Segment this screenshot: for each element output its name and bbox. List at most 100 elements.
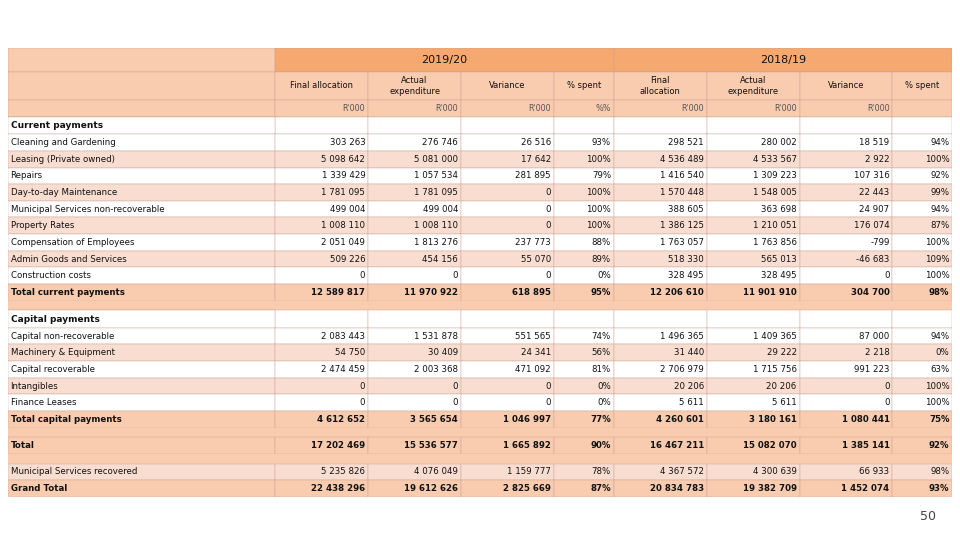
- Bar: [893, 377, 952, 394]
- Text: 1 008 110: 1 008 110: [414, 221, 458, 230]
- Text: 100%: 100%: [587, 205, 611, 214]
- Bar: [276, 167, 369, 184]
- Text: 29 222: 29 222: [767, 348, 797, 357]
- Text: 328 495: 328 495: [761, 271, 797, 280]
- Text: 0: 0: [545, 205, 551, 214]
- Bar: [8, 361, 276, 377]
- Text: 499 004: 499 004: [422, 205, 458, 214]
- Bar: [893, 184, 952, 201]
- Bar: [369, 100, 461, 117]
- Bar: [707, 134, 800, 151]
- Bar: [800, 100, 893, 117]
- Bar: [461, 151, 554, 167]
- Text: 79%: 79%: [592, 171, 611, 180]
- Bar: [893, 310, 952, 328]
- Text: 2 825 669: 2 825 669: [503, 484, 551, 493]
- Text: 95%: 95%: [590, 288, 611, 297]
- Bar: [707, 310, 800, 328]
- Bar: [276, 454, 369, 463]
- Text: Cleaning and Gardening: Cleaning and Gardening: [11, 138, 115, 147]
- Text: 87%: 87%: [590, 484, 611, 493]
- Text: 1 416 540: 1 416 540: [660, 171, 704, 180]
- Text: R'000: R'000: [343, 104, 366, 113]
- Text: 0: 0: [545, 382, 551, 390]
- Bar: [8, 310, 276, 328]
- Text: 0%: 0%: [597, 398, 611, 407]
- Bar: [276, 234, 369, 251]
- Text: 2 706 979: 2 706 979: [660, 365, 704, 374]
- Bar: [461, 411, 554, 428]
- Bar: [893, 428, 952, 437]
- Bar: [613, 301, 707, 310]
- Bar: [461, 134, 554, 151]
- Bar: [554, 428, 613, 437]
- Bar: [461, 454, 554, 463]
- Bar: [707, 377, 800, 394]
- Bar: [369, 328, 461, 345]
- Text: R'000: R'000: [774, 104, 797, 113]
- Bar: [613, 361, 707, 377]
- Text: 2 922: 2 922: [865, 154, 890, 164]
- Text: 1 385 141: 1 385 141: [842, 441, 890, 450]
- Text: Total current payments: Total current payments: [11, 288, 125, 297]
- Bar: [613, 345, 707, 361]
- Bar: [276, 480, 369, 497]
- Bar: [369, 151, 461, 167]
- Text: 20 206: 20 206: [766, 382, 797, 390]
- Text: 11 970 922: 11 970 922: [404, 288, 458, 297]
- Text: 471 092: 471 092: [516, 365, 551, 374]
- Bar: [800, 328, 893, 345]
- Bar: [461, 437, 554, 454]
- Bar: [800, 437, 893, 454]
- Text: 304 700: 304 700: [851, 288, 890, 297]
- Text: 0: 0: [884, 382, 890, 390]
- Text: 1 531 878: 1 531 878: [414, 332, 458, 341]
- Bar: [461, 345, 554, 361]
- Text: 4 300 639: 4 300 639: [753, 467, 797, 476]
- Bar: [554, 267, 613, 284]
- Bar: [613, 394, 707, 411]
- Text: 2 003 368: 2 003 368: [414, 365, 458, 374]
- Text: Capital non-recoverable: Capital non-recoverable: [11, 332, 114, 341]
- Text: 1 781 095: 1 781 095: [415, 188, 458, 197]
- Text: 26 516: 26 516: [521, 138, 551, 147]
- Bar: [554, 134, 613, 151]
- Bar: [369, 167, 461, 184]
- Text: 1 409 365: 1 409 365: [753, 332, 797, 341]
- Bar: [707, 328, 800, 345]
- Bar: [461, 184, 554, 201]
- Bar: [707, 394, 800, 411]
- Bar: [800, 480, 893, 497]
- Bar: [369, 201, 461, 218]
- Bar: [800, 251, 893, 267]
- Bar: [8, 184, 276, 201]
- Bar: [461, 201, 554, 218]
- Text: 1 386 125: 1 386 125: [660, 221, 704, 230]
- Text: 77%: 77%: [590, 415, 611, 424]
- Text: 1 715 756: 1 715 756: [753, 365, 797, 374]
- Text: -46 683: -46 683: [856, 254, 890, 264]
- Text: 4 260 601: 4 260 601: [656, 415, 704, 424]
- Bar: [8, 134, 276, 151]
- Bar: [613, 437, 707, 454]
- Bar: [554, 151, 613, 167]
- Text: 55 070: 55 070: [521, 254, 551, 264]
- Text: % spent: % spent: [905, 82, 940, 90]
- Bar: [554, 251, 613, 267]
- Text: 499 004: 499 004: [330, 205, 366, 214]
- Text: 100%: 100%: [587, 221, 611, 230]
- Bar: [707, 201, 800, 218]
- Text: R'000: R'000: [867, 104, 890, 113]
- Bar: [276, 411, 369, 428]
- Text: Day-to-day Maintenance: Day-to-day Maintenance: [11, 188, 117, 197]
- Bar: [554, 437, 613, 454]
- Bar: [461, 377, 554, 394]
- Bar: [800, 117, 893, 134]
- Bar: [893, 394, 952, 411]
- Text: R'000: R'000: [528, 104, 551, 113]
- Text: 388 605: 388 605: [668, 205, 704, 214]
- Bar: [893, 284, 952, 301]
- Text: Budget And Expenditure Per Economic Classification: Budget And Expenditure Per Economic Clas…: [8, 15, 564, 34]
- Text: 509 226: 509 226: [329, 254, 366, 264]
- Text: 94%: 94%: [930, 332, 949, 341]
